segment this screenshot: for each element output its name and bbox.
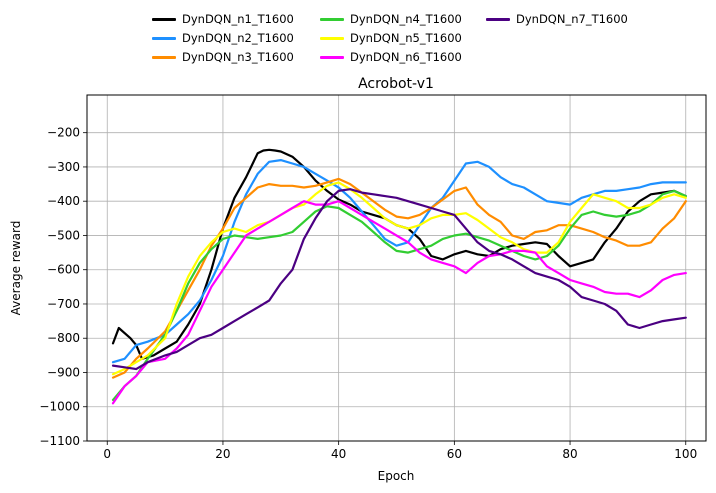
x-tick-label: 80 — [562, 447, 577, 461]
legend-swatch — [152, 55, 176, 59]
y-tick-label: −300 — [47, 160, 80, 174]
plot-frame — [86, 94, 707, 442]
legend-swatch — [152, 17, 176, 21]
y-tick-label: −400 — [47, 194, 80, 208]
y-tick-label: −1000 — [39, 400, 80, 414]
series-line-dyndqn-n6-t1600 — [111, 200, 687, 405]
y-tick-label: −600 — [47, 263, 80, 277]
legend-label: DynDQN_n1_T1600 — [182, 12, 294, 26]
legend-label: DynDQN_n2_T1600 — [182, 31, 294, 45]
x-tick-label: 60 — [447, 447, 462, 461]
x-axis-label: Epoch — [378, 469, 415, 483]
legend-item: DynDQN_n2_T1600 — [152, 29, 294, 47]
series-line-dyndqn-n7-t1600 — [111, 188, 687, 371]
legend-item: DynDQN_n3_T1600 — [152, 48, 294, 66]
legend-swatch — [320, 17, 344, 21]
x-tick-label: 40 — [331, 447, 346, 461]
y-axis: −1100 −1000 −900 −800 −700 −600 −500 −400 −300 −2… — [39, 126, 87, 448]
legend-item: DynDQN_n5_T1600 — [320, 29, 462, 47]
legend-swatch — [320, 55, 344, 59]
y-tick-label: −500 — [47, 228, 80, 242]
legend-label: DynDQN_n4_T1600 — [350, 12, 462, 26]
legend-swatch — [486, 17, 510, 21]
y-tick-label: −900 — [47, 365, 80, 379]
legend-label: DynDQN_n5_T1600 — [350, 31, 462, 45]
y-tick-label: −800 — [47, 331, 80, 345]
series-line-dyndqn-n3-t1600 — [111, 177, 687, 379]
legend-label: DynDQN_n7_T1600 — [516, 12, 628, 26]
y-tick-label: −700 — [47, 297, 80, 311]
legend-swatch — [320, 36, 344, 40]
legend-item: DynDQN_n4_T1600 — [320, 10, 462, 28]
series-line-dyndqn-n4-t1600 — [111, 189, 687, 401]
y-tick-label: −1100 — [39, 434, 80, 448]
legend-item: DynDQN_n1_T1600 — [152, 10, 294, 28]
series-line-dyndqn-n5-t1600 — [111, 181, 687, 376]
legend-swatch — [152, 36, 176, 40]
grid-lines — [87, 95, 706, 442]
legend-item: DynDQN_n7_T1600 — [486, 10, 628, 28]
chart-title: Acrobot-v1 — [358, 76, 434, 92]
y-tick-label: −200 — [47, 126, 80, 140]
y-axis-label: Average reward — [9, 221, 23, 316]
x-tick-label: 100 — [674, 447, 697, 461]
series-line-dyndqn-n2-t1600 — [111, 159, 687, 364]
legend-label: DynDQN_n3_T1600 — [182, 50, 294, 64]
series-line-dyndqn-n1-t1600 — [111, 148, 687, 360]
x-axis: 0 20 40 60 80 100 — [103, 441, 697, 461]
legend-label: DynDQN_n6_T1600 — [350, 50, 462, 64]
legend-item: DynDQN_n6_T1600 — [320, 48, 462, 66]
x-tick-label: 20 — [215, 447, 230, 461]
x-tick-label: 0 — [103, 447, 111, 461]
series-layer — [111, 148, 687, 405]
